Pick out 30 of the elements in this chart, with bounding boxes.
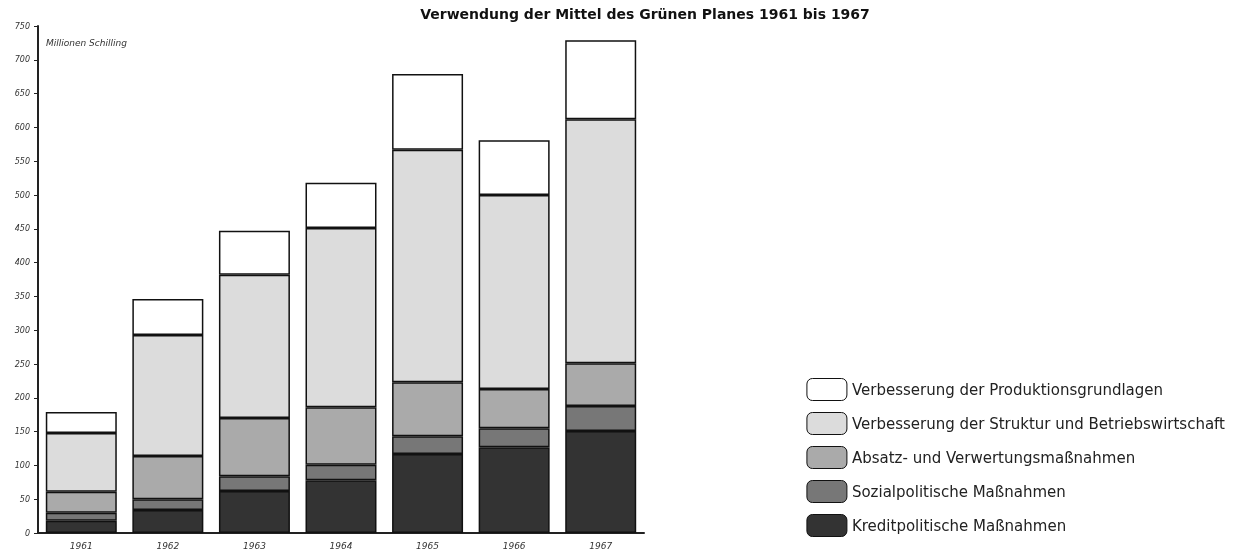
x-tick-label: 1963: [242, 540, 267, 551]
x-tick-label: 1964: [329, 540, 353, 551]
y-tick-label: 50: [19, 494, 30, 504]
legend-label: Kreditpolitische Maßnahmen: [851, 516, 1067, 535]
y-tick-label: 700: [14, 55, 30, 65]
y-axis-title: Millionen Schilling: [46, 37, 128, 48]
y-tick-label: 500: [14, 190, 30, 200]
y-tick-label: 150: [14, 427, 30, 437]
chart-title: Verwendung der Mittel des Grünen Planes 1961 bis 1967: [420, 6, 870, 22]
legend-label: Sozialpolitische Maßnahmen: [851, 482, 1066, 501]
x-tick-label: 1961: [69, 540, 93, 551]
legend-label: Absatz- und Verwertungsmaßnahmen: [851, 448, 1136, 467]
legend-label: Verbesserung der Struktur und Betriebswirtschaft: [851, 414, 1226, 433]
y-tick-label: 450: [14, 224, 30, 234]
y-tick-label: 750: [14, 21, 30, 31]
x-tick-label: 1965: [416, 540, 440, 551]
x-tick-label: 1962: [156, 540, 180, 551]
y-tick-label: 100: [14, 460, 30, 470]
y-tick-label: 200: [14, 393, 30, 403]
legend-label: Verbesserung der Produktionsgrundlagen: [851, 380, 1164, 399]
y-tick-label: 600: [14, 122, 30, 132]
y-tick-label: 250: [14, 359, 30, 369]
y-tick-label: 350: [14, 291, 30, 301]
y-tick-label: 0: [24, 528, 30, 538]
y-tick-label: 550: [14, 156, 30, 166]
x-tick-label: 1967: [589, 540, 613, 551]
y-tick-label: 650: [14, 89, 30, 99]
x-tick-label: 1966: [502, 540, 526, 551]
y-tick-label: 400: [14, 258, 30, 268]
y-tick-label: 300: [14, 325, 30, 335]
